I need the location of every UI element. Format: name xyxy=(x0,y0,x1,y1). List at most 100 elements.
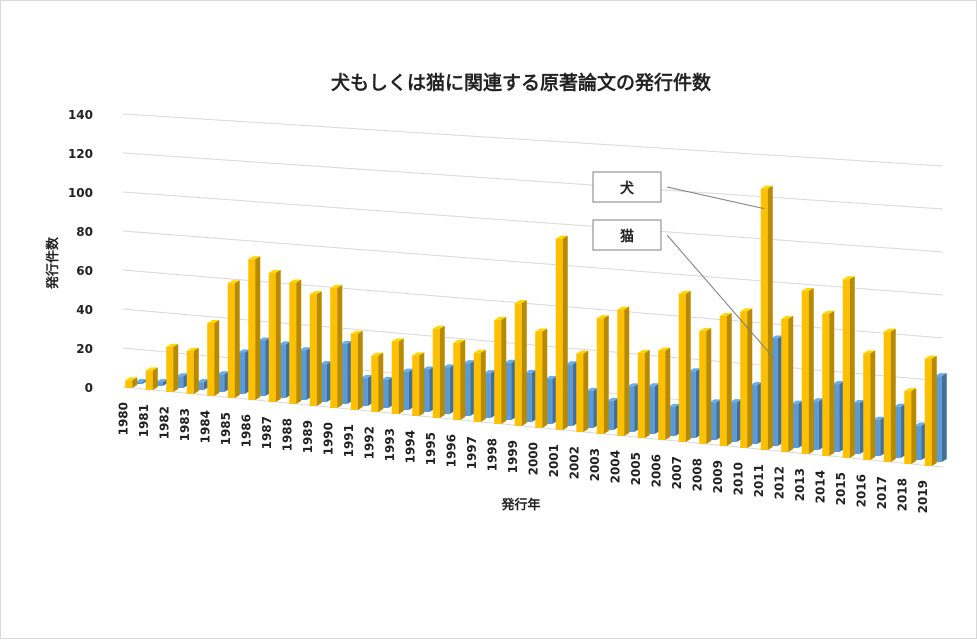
gridline xyxy=(122,191,944,253)
callout-dog-box xyxy=(592,171,662,203)
x-axis-label: 発行年 xyxy=(500,497,540,513)
bar-dog xyxy=(863,350,876,460)
bar-dog xyxy=(186,347,199,394)
bar-dog xyxy=(658,347,671,440)
x-tick-label: 1982 xyxy=(157,406,171,439)
bar-dog xyxy=(596,315,609,434)
bar-dog xyxy=(309,291,322,406)
callout-cat-box xyxy=(592,219,662,251)
y-axis-ticks: 0 20 40 60 80 100 120 140 xyxy=(68,108,93,395)
bar-dog xyxy=(576,350,589,432)
x-tick-label: 1994 xyxy=(403,430,417,463)
bar-dog xyxy=(740,308,753,448)
x-tick-label: 2006 xyxy=(649,454,663,487)
x-tick-label: 2013 xyxy=(793,468,807,501)
x-tick-label: 1991 xyxy=(342,424,356,457)
bar-dog xyxy=(473,349,486,422)
bar-dog xyxy=(391,338,404,414)
x-tick-label: 2004 xyxy=(608,450,622,483)
gridline xyxy=(122,230,944,296)
x-tick-label: 2005 xyxy=(629,452,643,485)
y-tick-label: 120 xyxy=(68,147,93,161)
callout-dog: 犬 xyxy=(592,171,765,210)
x-tick-label: 1988 xyxy=(280,418,294,451)
chart-title: 犬もしくは猫に関連する原著論文の発行件数 xyxy=(331,71,712,94)
bar-dog xyxy=(842,276,855,458)
bar-dog xyxy=(166,343,179,392)
bar-dog xyxy=(801,287,814,454)
x-tick-label: 2001 xyxy=(547,444,561,477)
gridline xyxy=(122,269,944,339)
x-tick-label: 1992 xyxy=(362,426,376,459)
bar-dog xyxy=(268,269,281,402)
bar-dog xyxy=(145,367,158,390)
x-tick-label: 2015 xyxy=(834,472,848,505)
callout-dog-leader xyxy=(666,186,765,210)
x-tick-label: 2012 xyxy=(772,466,786,499)
x-tick-label: 2009 xyxy=(711,460,725,493)
x-tick-label: 2007 xyxy=(670,456,684,489)
bar-dog xyxy=(412,352,425,416)
bar-dog xyxy=(760,185,773,451)
gridline xyxy=(122,113,944,167)
y-tick-label: 20 xyxy=(76,342,93,356)
x-tick-label: 1989 xyxy=(301,420,315,453)
x-tick-label: 2008 xyxy=(690,458,704,491)
bar-dog xyxy=(822,310,835,456)
y-tick-label: 60 xyxy=(76,264,93,278)
legend-callouts: 犬 猫 xyxy=(592,171,775,359)
gridline xyxy=(122,152,944,210)
bar-dog xyxy=(781,315,794,452)
bar-dog xyxy=(125,377,138,388)
bar-dog xyxy=(432,325,445,418)
y-tick-label: 40 xyxy=(76,303,93,317)
x-tick-label: 1993 xyxy=(383,428,397,461)
bar-dog xyxy=(555,235,568,430)
bar-dog xyxy=(699,328,712,444)
bar-dog xyxy=(617,306,630,436)
x-tick-label: 1995 xyxy=(424,432,438,465)
x-tick-label: 2016 xyxy=(854,474,868,507)
bar-dog xyxy=(883,328,896,462)
callout-cat-label: 猫 xyxy=(620,228,634,245)
x-tick-label: 1996 xyxy=(444,434,458,467)
x-axis-ticks: 1980 1981 1982 1983 1984 1985 1986 1987 1988 1989… xyxy=(116,402,930,513)
bar-dog xyxy=(227,280,240,398)
y-tick-label: 140 xyxy=(68,108,93,122)
x-tick-label: 1990 xyxy=(321,422,335,455)
x-tick-label: 1986 xyxy=(239,414,253,447)
y-tick-label: 100 xyxy=(68,186,93,200)
bar-dog xyxy=(678,290,691,442)
x-tick-label: 2019 xyxy=(916,480,930,513)
bar-dog xyxy=(924,355,937,466)
x-tick-label: 2014 xyxy=(813,470,827,503)
x-tick-label: 1997 xyxy=(465,436,479,469)
x-tick-label: 2011 xyxy=(752,464,766,497)
x-tick-label: 1981 xyxy=(137,404,151,437)
y-axis-label: 発行件数 xyxy=(45,236,61,290)
x-tick-label: 2000 xyxy=(526,442,540,475)
bar-dog xyxy=(514,300,527,426)
y-tick-label: 0 xyxy=(85,381,93,395)
callout-cat: 猫 xyxy=(592,219,775,359)
x-tick-label: 2002 xyxy=(567,446,581,479)
x-tick-label: 1999 xyxy=(506,440,520,473)
x-tick-label: 2017 xyxy=(875,476,889,509)
bars xyxy=(125,185,947,466)
bar-cat xyxy=(934,373,947,462)
callout-dog-label: 犬 xyxy=(620,180,635,197)
bar-dog xyxy=(453,339,466,420)
x-tick-label: 1987 xyxy=(260,416,274,449)
x-tick-label: 1980 xyxy=(116,402,130,435)
x-tick-label: 1985 xyxy=(219,412,233,445)
bar-dog xyxy=(719,312,732,446)
callout-cat-leader xyxy=(666,234,775,359)
bar-dog xyxy=(330,284,343,408)
bar-dog xyxy=(248,256,261,400)
bar-dog xyxy=(904,388,917,464)
bar-dog xyxy=(535,328,548,428)
x-tick-label: 2010 xyxy=(731,462,745,495)
bar-dog xyxy=(494,316,507,424)
